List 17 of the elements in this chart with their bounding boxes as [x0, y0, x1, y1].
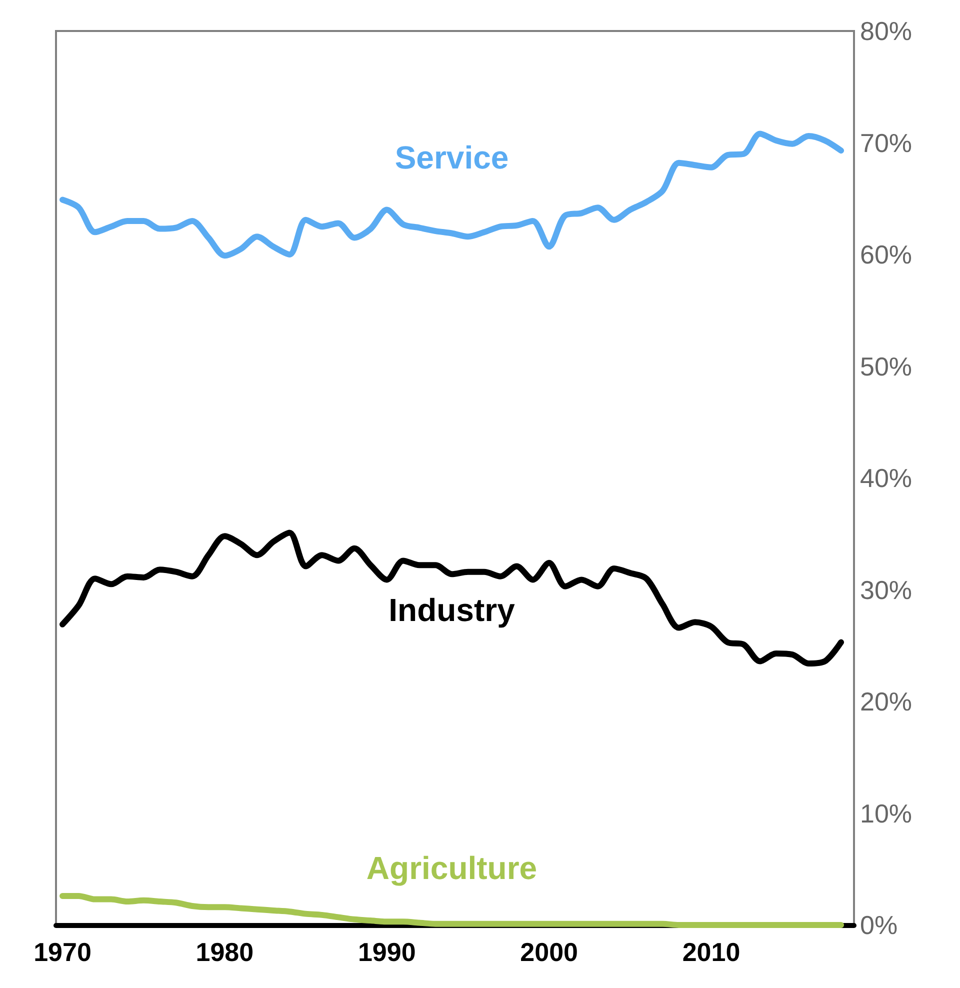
x-tick-label: 1980 — [196, 937, 254, 967]
y-tick-label: 70% — [860, 128, 912, 158]
series-label: Agriculture — [366, 850, 538, 886]
y-tick-label: 80% — [860, 16, 912, 46]
y-tick-label: 40% — [860, 463, 912, 493]
y-tick-label: 10% — [860, 798, 912, 828]
y-tick-label: 60% — [860, 240, 912, 270]
x-tick-label: 2000 — [520, 937, 578, 967]
x-tick-label: 1990 — [358, 937, 416, 967]
x-tick-label: 2010 — [682, 937, 740, 967]
y-tick-label: 30% — [860, 574, 912, 605]
y-tick-label: 50% — [860, 351, 912, 382]
series-label: Industry — [388, 592, 516, 628]
series-label: Service — [394, 139, 509, 176]
y-tick-label: 0% — [860, 910, 898, 940]
x-tick-label: 1970 — [34, 937, 92, 967]
y-tick-label: 20% — [860, 686, 912, 716]
